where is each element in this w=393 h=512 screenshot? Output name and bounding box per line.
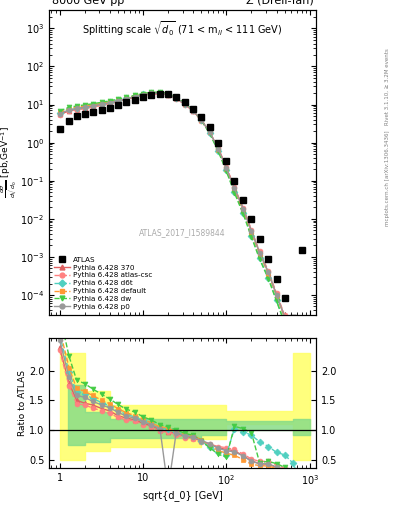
X-axis label: sqrt{d_0} [GeV]: sqrt{d_0} [GeV] [143,490,222,501]
Text: Splitting scale $\sqrt{d_0}$ (71 < m$_{ll}$ < 111 GeV): Splitting scale $\sqrt{d_0}$ (71 < m$_{l… [83,19,283,38]
Text: 8000 GeV pp: 8000 GeV pp [52,0,124,6]
Text: ATLAS_2017_I1589844: ATLAS_2017_I1589844 [140,228,226,237]
Text: Z (Drell-Yan): Z (Drell-Yan) [246,0,314,6]
Legend: ATLAS, Pythia 6.428 370, Pythia 6.428 atlas-csc, Pythia 6.428 d6t, Pythia 6.428 : ATLAS, Pythia 6.428 370, Pythia 6.428 at… [53,255,154,311]
Y-axis label: Ratio to ATLAS: Ratio to ATLAS [18,370,28,436]
Text: mcplots.cern.ch [arXiv:1306.3436]: mcplots.cern.ch [arXiv:1306.3436] [385,130,389,226]
Text: Rivet 3.1.10, ≥ 3.2M events: Rivet 3.1.10, ≥ 3.2M events [385,48,389,125]
Y-axis label: $\frac{d\sigma}{d\sqrt{d_0}}$ [pb,GeV$^{-1}$]: $\frac{d\sigma}{d\sqrt{d_0}}$ [pb,GeV$^{… [0,126,19,199]
